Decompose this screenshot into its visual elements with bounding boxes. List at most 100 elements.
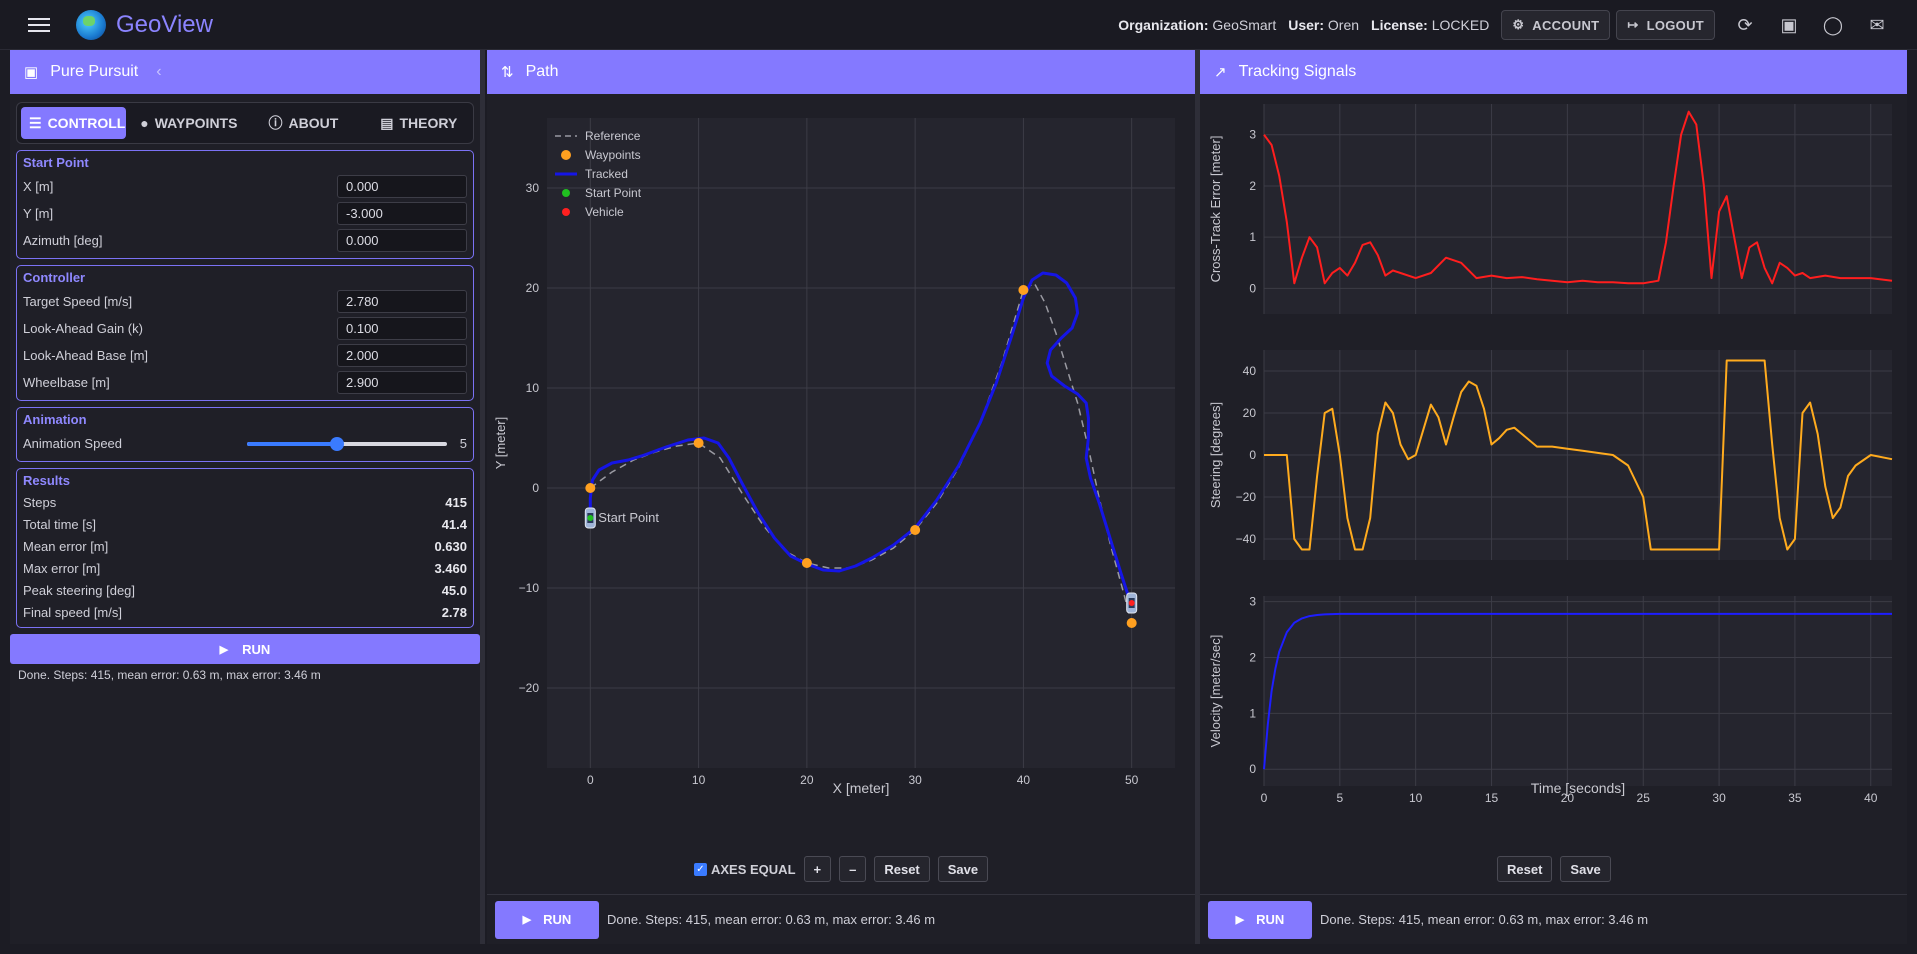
axes-equal-checkbox[interactable]: ✓ [694, 862, 707, 876]
legend-label: Reference [585, 129, 641, 143]
signals-run-button[interactable]: ▶ RUN [1208, 900, 1312, 939]
slider-handle[interactable] [330, 436, 344, 451]
result-value: 415 [445, 494, 467, 510]
tab-controller[interactable]: ☰CONTROLLER [21, 107, 127, 139]
panel-separator[interactable] [480, 50, 485, 944]
path-footer: ▶ RUN Done. Steps: 415, mean error: 0.63 … [487, 894, 1195, 944]
field-row: Look-Ahead Base [m] [23, 342, 467, 369]
tracked-line [588, 271, 1133, 604]
y-tick-label: 3 [1249, 595, 1256, 609]
zoom-out-button[interactable]: – [839, 856, 867, 882]
brand-title: GeoView [116, 10, 213, 38]
zoom-in-button[interactable]: + [803, 856, 832, 882]
y-tick-label: 20 [1243, 406, 1257, 420]
start-x-input[interactable] [337, 175, 467, 198]
org-info: Organization: GeoSmart [1118, 17, 1277, 33]
result-row: Total time [s] 41.4 [23, 513, 467, 535]
y-tick-label: 30 [526, 181, 540, 195]
group-title: Start Point [23, 155, 89, 170]
path-reset-button[interactable]: Reset [874, 856, 930, 882]
path-plot[interactable]: 0 10 20 30 40 50 −20 −10 0 10 20 30 Y [meter] X [mete… [487, 94, 1195, 844]
waypoint-marker [1018, 285, 1029, 295]
result-label: Total time [s] [23, 516, 96, 532]
look-ahead-base-input[interactable] [337, 344, 467, 367]
left-run-button[interactable]: ▶ RUN [10, 634, 480, 664]
logout-button[interactable]: ↦ LOGOUT [1616, 10, 1715, 40]
wheelbase-input[interactable] [337, 371, 467, 394]
result-value: 45.0 [441, 582, 467, 598]
start-azimuth-input[interactable] [337, 229, 467, 252]
signals-save-button[interactable]: Save [1560, 856, 1611, 882]
start-point-group: Start Point X [m] Y [m] Azimuth [deg] [16, 150, 474, 259]
waypoint-marker [693, 438, 704, 448]
y-tick-label: 10 [526, 381, 540, 395]
slider-row: Animation Speed 5 [23, 430, 467, 457]
logout-icon: ↦ [1627, 17, 1639, 32]
x-tick-label: 0 [587, 773, 594, 787]
look-ahead-gain-input[interactable] [337, 317, 467, 340]
account-button[interactable]: ⚙ ACCOUNT [1501, 10, 1611, 40]
start-y-input[interactable] [337, 202, 467, 225]
tab-about[interactable]: ⓘ ABOUT [268, 115, 339, 131]
signals-footer: ▶ RUN Done. Steps: 415, mean error: 0.63 … [1200, 894, 1907, 944]
y-tick-label: 1 [1249, 706, 1256, 720]
signals-reset-button[interactable]: Reset [1497, 856, 1553, 882]
path-panel-title: Path [525, 63, 559, 80]
result-label: Final speed [m/s] [23, 604, 122, 620]
chat-icon[interactable]: ✉ [1869, 14, 1885, 35]
y-tick-label: −40 [1236, 532, 1257, 546]
tab-theory[interactable]: ▤ THEORY [380, 114, 458, 132]
legend-label: Tracked [585, 167, 628, 181]
left-status-text: Done. Steps: 415, mean error: 0.63 m, ma… [18, 668, 321, 682]
y-tick-label: 0 [532, 481, 539, 495]
result-label: Mean error [m] [23, 538, 109, 554]
user-info: User: Oren [1288, 17, 1360, 33]
menu-icon[interactable] [28, 17, 50, 33]
y-tick-label: −10 [519, 581, 540, 595]
x-tick-label: 0 [1261, 791, 1268, 805]
tab-waypoints[interactable]: ● WAYPOINTS [140, 115, 238, 131]
results-group: Results Steps 415 Total time [s] 41.4 Mean… [16, 468, 474, 628]
monitor-icon[interactable]: ▣ [1780, 14, 1798, 35]
result-label: Max error [m] [23, 560, 101, 576]
signal-line [1263, 612, 1892, 770]
panel-separator[interactable] [1195, 50, 1200, 944]
globe-logo-icon [76, 9, 106, 40]
license-info: License: LOCKED [1371, 17, 1490, 33]
controller-group: Controller Target Speed [m/s] Look-Ahead… [16, 265, 474, 401]
animation-speed-slider[interactable] [247, 434, 447, 454]
left-panel-header: ▣ Pure Pursuit ‹ [10, 50, 480, 94]
field-row: Wheelbase [m] [23, 369, 467, 396]
vehicle-point-marker [1128, 600, 1135, 606]
path-icon: ⇅ [501, 64, 514, 81]
field-label: Look-Ahead Base [m] [23, 348, 149, 363]
group-title: Animation [23, 412, 87, 427]
x-tick-label: 10 [692, 773, 706, 787]
x-tick-label: 40 [1864, 791, 1878, 805]
path-save-button[interactable]: Save [937, 856, 989, 882]
target-speed-input[interactable] [337, 290, 467, 313]
plot-area [547, 118, 1175, 768]
legend-label: Start Point [585, 186, 642, 200]
path-run-button[interactable]: ▶ RUN [495, 900, 599, 939]
sync-icon[interactable]: ⟳ [1737, 14, 1753, 35]
slider-fill [247, 441, 337, 446]
y-axis-label: Cross-Track Error [meter] [1208, 136, 1223, 283]
field-label: Look-Ahead Gain (k) [23, 321, 143, 336]
field-row: Azimuth [deg] [23, 227, 467, 254]
x-tick-label: 5 [1337, 791, 1344, 805]
field-row: Y [m] [23, 200, 467, 227]
y-tick-label: 40 [1243, 364, 1257, 378]
sliders-icon: ☰ [29, 114, 42, 131]
x-tick-label: 30 [908, 773, 922, 787]
x-tick-label: 25 [1637, 791, 1651, 805]
path-status-text: Done. Steps: 415, mean error: 0.63 m, ma… [607, 912, 936, 927]
collapse-chevron-icon[interactable]: ‹ [156, 63, 162, 80]
y-tick-label: −20 [519, 681, 540, 695]
path-legend: Reference Waypoints Tracked Start Point Vehi… [555, 129, 642, 219]
globe-icon[interactable]: ◯ [1822, 14, 1844, 35]
legend-label: Waypoints [585, 148, 641, 162]
group-title: Results [23, 473, 70, 488]
